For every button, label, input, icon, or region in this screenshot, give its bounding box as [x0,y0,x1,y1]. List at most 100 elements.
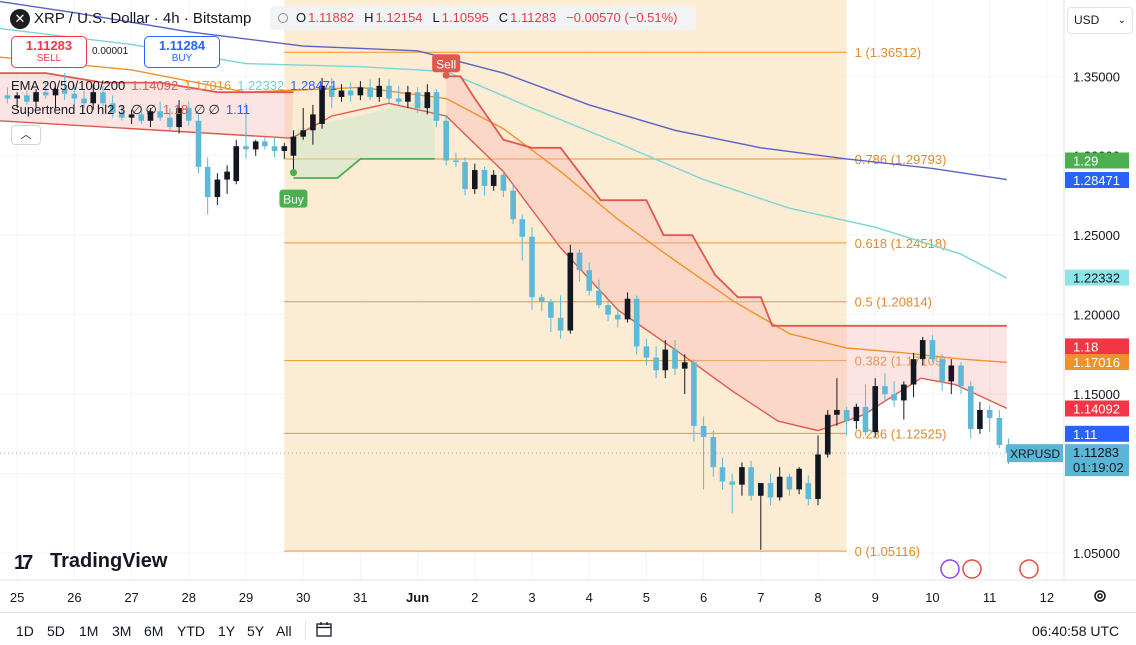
range-5d[interactable]: 5D [47,623,65,639]
supertrend-down-fill [446,76,1007,431]
candle-body [481,170,488,186]
time-tick-label: 9 [872,590,879,605]
candle-body [252,141,259,150]
ema20-value: 1.14092 [131,78,179,93]
time-tick-label: 28 [182,590,196,605]
currency-select[interactable]: USD ⌄ [1067,7,1133,34]
sell-button[interactable]: 1.11283 SELL [11,36,87,68]
price-axis-badge [1065,269,1129,286]
sell-signal-dot [442,71,450,79]
gear-icon[interactable] [1092,588,1108,604]
candle-body [167,117,173,128]
chevron-up-icon[interactable]: ︿ [11,125,41,145]
candle-body [519,219,526,237]
range-1m[interactable]: 1M [79,623,99,639]
low-label: L [432,10,440,25]
candle-body [691,362,697,426]
tradingview-mark-icon: 17 [14,552,33,574]
candle-body [891,394,897,401]
range-5y[interactable]: 5Y [247,623,265,639]
change-value: −0.00570 (−0.51%) [566,10,678,25]
candle-body [443,120,449,161]
supertrend-down-line [446,75,1007,327]
candle-body [262,141,268,147]
candle-body [81,98,87,104]
fib-level-label: 0.236 (1.12525) [855,426,947,441]
symbol-title[interactable]: XRP / U.S. Dollar · 4h · Bitstamp [34,10,252,27]
candle-body [662,349,669,371]
price-chart[interactable]: 1 (1.36512) 0.786 (1.29793) 0.618 (1.24518… [0,0,1136,612]
economic-event-icon [1019,559,1039,579]
price-axis-badge-text: 1.18 [1073,339,1098,354]
candle-body [128,114,135,118]
time-tick-label: 4 [586,590,593,605]
ema200-value: 1.28471 [290,78,338,93]
chart-header: ✕ XRP / U.S. Dollar · 4h · Bitstamp O 1.1… [0,0,1064,40]
price-axis-badge [1065,338,1129,355]
symbol-badge-text: XRPUSD [1010,447,1060,461]
candle-body [109,103,116,113]
open-value: 1.11882 [308,10,355,25]
time-tick-label: 8 [814,590,821,605]
candle-body [510,190,516,220]
candle-body [586,270,593,291]
bar-countdown: 01:19:02 [1073,460,1124,475]
candle-body [700,425,707,437]
ema50-value: 1.17016 [184,78,232,93]
candle-body [719,467,726,482]
candle-body [147,111,154,121]
calendar-icon[interactable] [316,621,334,637]
ema-label: EMA 20/50/100/200 [11,78,126,93]
close-value: 1.11283 [510,10,557,25]
time-tick-label: 27 [124,590,138,605]
candle-body [386,85,392,99]
candle-body [538,297,545,302]
price-axis-badge [1065,152,1129,169]
candle-body [471,170,478,190]
buy-signal-dot [289,169,297,177]
low-value: 1.10595 [441,10,489,25]
candle-body [14,95,20,99]
buy-price: 1.11284 [158,38,206,53]
xrp-logo-icon: ✕ [10,9,30,29]
candle-body [71,93,78,99]
time-tick-label: Jun [406,590,429,605]
symbol-badge [1007,444,1063,463]
candle-body [624,298,631,320]
candle-body [61,88,68,94]
chevron-down-icon: ⌄ [1117,15,1126,26]
candle-body [977,409,983,430]
candle-body [776,476,783,498]
candle-body [224,171,230,180]
candle-body [929,340,936,360]
range-1d[interactable]: 1D [16,623,34,639]
candle-body [319,85,325,124]
ema-legend[interactable]: EMA 20/50/100/200 1.14092 1.17016 1.22332 1.… [11,78,343,93]
range-all[interactable]: All [276,623,292,639]
supertrend-legend[interactable]: Supertrend 10 hl2 3 ∅ ∅ 1.18 ∅ ∅ 1.11 [11,102,256,118]
fib-level-label: 0.5 (1.20814) [855,295,932,310]
range-3m[interactable]: 3M [112,623,132,639]
range-ytd[interactable]: YTD [177,623,205,639]
time-tick-label: 25 [10,590,24,605]
supertrend-label: Supertrend 10 hl2 3 [11,102,126,117]
utc-clock[interactable]: 06:40:58 UTC [1032,623,1120,639]
candle-body [557,317,564,331]
candle-body [338,90,345,97]
buy-button[interactable]: 1.11284 BUY [144,36,220,68]
toolbar-divider [305,621,306,639]
candle-body [185,108,192,121]
open-label: O [296,10,307,25]
sell-signal-label: Sell [436,57,456,71]
time-tick-label: 26 [67,590,81,605]
candle-body [395,98,402,102]
candle-body [576,252,583,271]
candle-body [986,409,993,418]
range-6m[interactable]: 6M [144,623,164,639]
candle-body [529,236,535,298]
range-1y[interactable]: 1Y [218,623,236,639]
price-axis-badge-text: 1.17016 [1073,355,1120,370]
candle-body [214,179,221,198]
candle-body [948,365,955,382]
